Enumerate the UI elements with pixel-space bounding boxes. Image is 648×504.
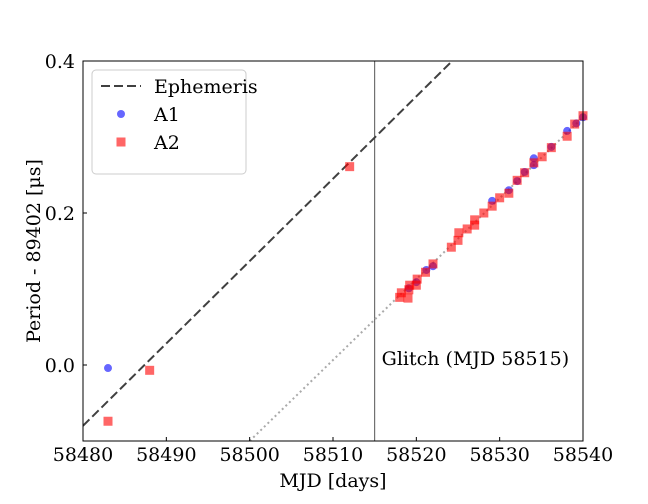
point xyxy=(404,285,414,295)
x-tick-label: 58520 xyxy=(386,444,446,466)
point xyxy=(562,131,572,141)
point xyxy=(546,143,556,153)
point xyxy=(403,293,413,303)
point xyxy=(470,215,480,225)
x-tick-label: 58500 xyxy=(219,444,279,466)
x-tick-label: 58480 xyxy=(53,444,113,466)
point xyxy=(453,235,463,245)
line xyxy=(83,61,453,427)
point xyxy=(495,193,505,203)
point xyxy=(520,168,530,178)
legend-label: A1 xyxy=(153,104,180,126)
point xyxy=(395,292,405,302)
point xyxy=(487,201,497,211)
x-axis-label: MJD [days] xyxy=(279,470,386,492)
y-tick-label: 0.2 xyxy=(45,203,75,225)
x-tick-label: 58540 xyxy=(553,444,613,466)
y-tick-label: 0.0 xyxy=(45,355,75,377)
point xyxy=(428,259,438,269)
glitch-label: Glitch (MJD 58515) xyxy=(382,348,569,370)
y-axis-label: Period - 89402 [μs] xyxy=(23,159,45,343)
y-tick-label: 0.4 xyxy=(45,51,75,73)
x-tick-label: 58490 xyxy=(136,444,196,466)
x-tick-label: 58510 xyxy=(303,444,363,466)
point xyxy=(470,220,480,230)
point xyxy=(512,175,522,185)
point xyxy=(446,242,456,252)
point xyxy=(412,274,422,284)
point xyxy=(103,416,113,426)
point xyxy=(454,228,464,238)
point xyxy=(421,267,430,277)
point xyxy=(411,280,421,290)
point xyxy=(145,365,155,375)
legend-marker xyxy=(116,137,126,147)
x-tick-label: 58530 xyxy=(469,444,529,466)
point xyxy=(479,208,489,218)
legend-label: A2 xyxy=(153,132,180,154)
legend-box xyxy=(91,69,247,175)
point xyxy=(405,280,415,290)
point xyxy=(396,288,406,298)
legend-label: Ephemeris xyxy=(154,76,258,98)
point xyxy=(504,188,514,198)
point xyxy=(462,224,472,234)
point xyxy=(345,162,355,172)
legend-marker xyxy=(117,110,125,118)
point xyxy=(570,119,580,129)
point xyxy=(537,152,547,162)
point xyxy=(104,364,112,373)
point xyxy=(529,158,539,168)
